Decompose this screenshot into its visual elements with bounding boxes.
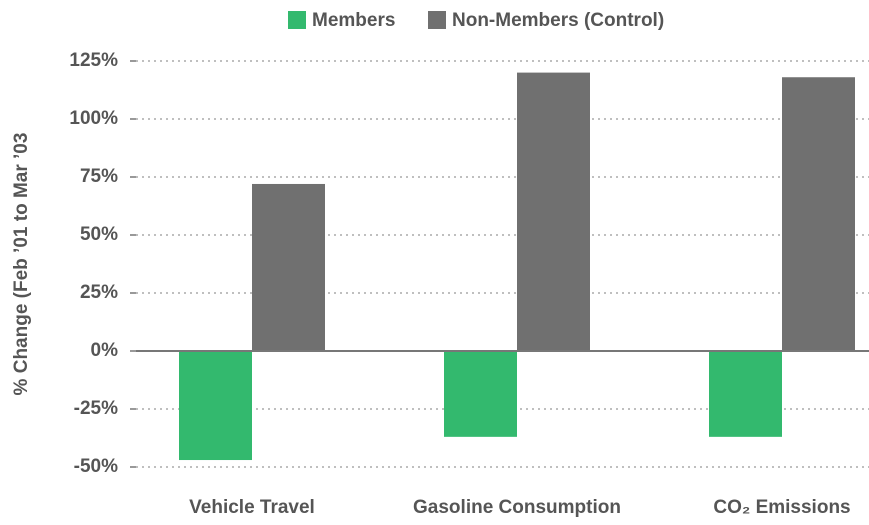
bar [709,351,782,437]
bar [444,351,517,437]
x-tick-label: Gasoline Consumption [413,497,621,518]
bar [252,183,325,351]
legend-swatch [428,11,446,29]
bar [517,72,590,351]
legend-label: Members [312,10,395,31]
y-axis-label: % Change (Feb ’01 to Mar ’03 [11,133,32,396]
legend-label: Non-Members (Control) [452,10,664,31]
y-tick-label: 125% [69,50,118,71]
y-tick-label: 25% [80,282,118,303]
y-tick-label: -50% [74,456,118,477]
bar [782,77,855,352]
bar [179,351,252,461]
x-tick-label: CO₂ Emissions [713,497,850,518]
y-tick-label: 75% [80,166,118,187]
y-tick-label: -25% [74,398,118,419]
x-tick-label: Vehicle Travel [189,497,315,518]
y-tick-label: 100% [69,108,118,129]
y-tick-label: 0% [91,340,119,361]
y-tick-label: 50% [80,224,118,245]
legend-swatch [288,11,306,29]
